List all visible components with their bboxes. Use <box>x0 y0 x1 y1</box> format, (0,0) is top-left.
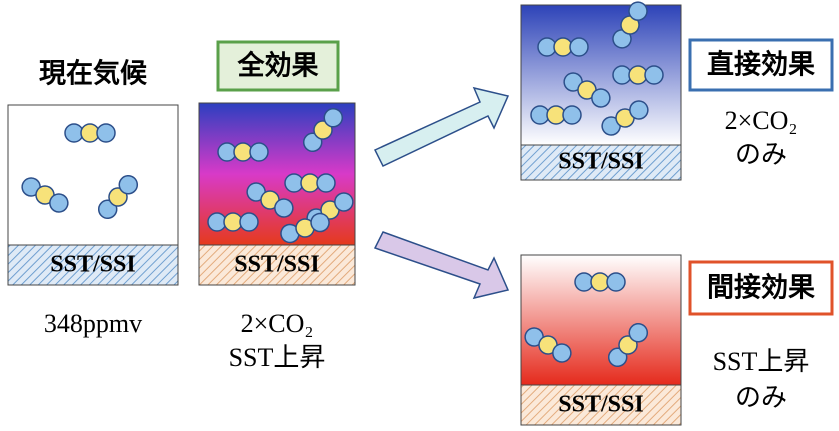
panel-title: 間接効果 <box>707 272 815 304</box>
caption: 348ppmv <box>44 309 142 338</box>
surface-box <box>520 384 682 426</box>
surface-label: SST/SSI <box>558 149 643 175</box>
caption: のみ <box>735 140 787 169</box>
label-box <box>216 40 340 92</box>
caption: 2×CO₂ <box>241 309 314 338</box>
molecule <box>574 272 626 292</box>
molecule <box>612 65 664 85</box>
molecule <box>284 173 336 193</box>
molecule <box>530 105 582 125</box>
label-box <box>688 38 834 92</box>
caption: 2×CO₂ <box>725 106 798 135</box>
label-box <box>688 260 834 316</box>
molecule <box>217 142 269 162</box>
surface-label: SST/SSI <box>558 392 643 418</box>
surface-box <box>520 144 682 181</box>
panel-title: 現在気候 <box>39 58 148 90</box>
surface-box <box>198 244 356 286</box>
surface-box <box>7 244 179 286</box>
caption: SST上昇 <box>229 343 326 372</box>
arrow <box>373 231 510 300</box>
molecule <box>537 37 589 57</box>
arrow <box>373 86 510 167</box>
molecule <box>207 212 259 232</box>
panel-title: 全効果 <box>237 50 319 82</box>
surface-label: SST/SSI <box>234 252 319 278</box>
surface-label: SST/SSI <box>50 252 135 278</box>
caption: SST上昇 <box>713 347 810 376</box>
molecule <box>64 123 116 143</box>
caption: のみ <box>735 383 787 412</box>
panel-title: 直接効果 <box>707 49 815 81</box>
